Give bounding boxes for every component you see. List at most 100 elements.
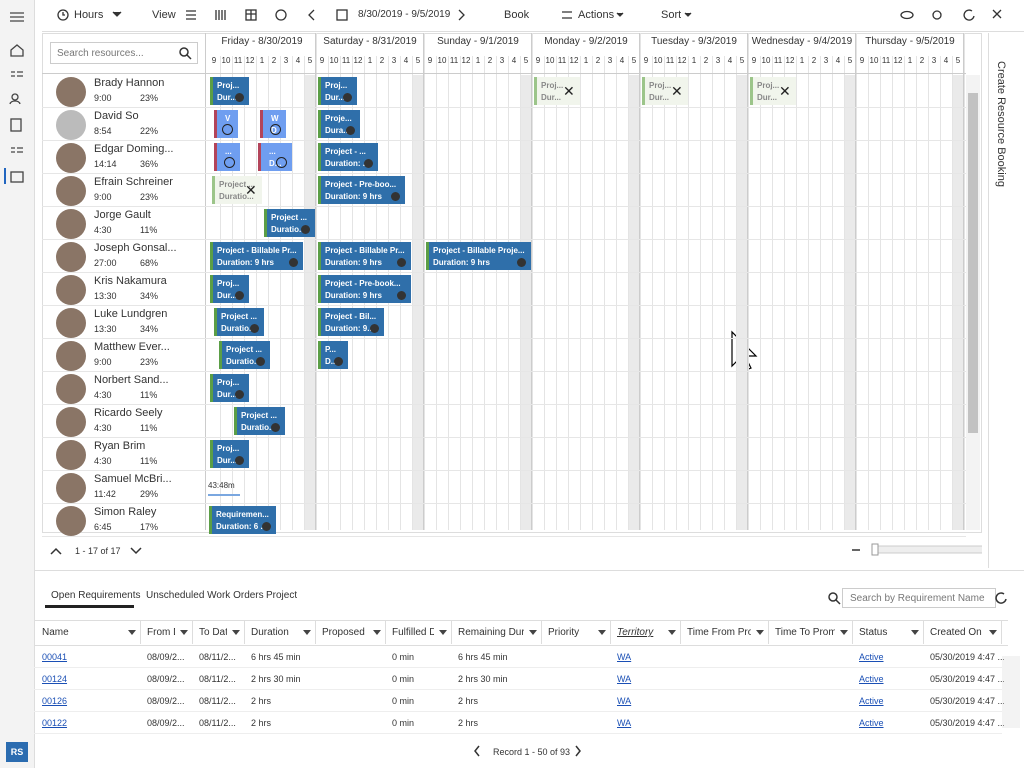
booking[interactable]: Proj... Dur... bbox=[210, 275, 249, 303]
status-dot bbox=[334, 357, 343, 366]
column-header[interactable]: Status bbox=[853, 621, 924, 644]
cell-link[interactable]: 00126 bbox=[42, 696, 68, 706]
resource-name[interactable]: Luke Lundgren bbox=[94, 308, 168, 320]
resource-name[interactable]: Simon Raley bbox=[94, 506, 157, 518]
resource-name[interactable]: David So bbox=[94, 110, 139, 122]
booking[interactable]: Proj... Dur... bbox=[210, 440, 249, 468]
table-scrollbar[interactable] bbox=[1002, 656, 1020, 728]
column-header[interactable]: From D bbox=[141, 621, 193, 644]
booking[interactable]: Proj... Dur... ✕ bbox=[534, 77, 580, 105]
cell-link[interactable]: 00124 bbox=[42, 674, 68, 684]
column-header[interactable]: Remaining Dur bbox=[452, 621, 542, 644]
column-header[interactable]: Territory bbox=[611, 621, 681, 644]
hour-label: 3 bbox=[499, 56, 505, 65]
booking[interactable]: Proje... Dura... bbox=[318, 110, 360, 138]
booking[interactable]: Project - Billable Proje... Duration: 9 h… bbox=[426, 242, 531, 270]
booking-text: Dur... bbox=[541, 93, 562, 102]
cell: 2 hrs bbox=[458, 718, 479, 728]
booking[interactable]: Proj... Dur... bbox=[318, 77, 357, 105]
hour-label: 4 bbox=[619, 56, 625, 65]
booking[interactable]: Project ... Duratio... ✕ bbox=[212, 176, 262, 204]
column-header[interactable]: Time From Pro... bbox=[681, 621, 769, 644]
resource-name[interactable]: Efrain Schreiner bbox=[94, 176, 173, 188]
cell-link[interactable]: WA bbox=[617, 718, 632, 728]
side-panel-title[interactable]: Create Resource Booking bbox=[995, 61, 1007, 187]
resource-name[interactable]: Norbert Sand... bbox=[94, 374, 169, 386]
booking[interactable]: Project - Billable Pr... Duration: 9 hrs bbox=[318, 242, 411, 270]
booking[interactable]: Project - Pre-boo... Duration: 9 hrs bbox=[318, 176, 405, 204]
booking-text: Duratio... bbox=[241, 423, 276, 432]
resource-name[interactable]: Ryan Brim bbox=[94, 440, 146, 452]
actions-button[interactable]: Actions bbox=[578, 9, 615, 21]
user-avatar[interactable]: RS bbox=[6, 742, 28, 762]
column-header[interactable]: To Dat bbox=[193, 621, 245, 644]
cell: 05/30/2019 4:47 ... bbox=[930, 696, 1004, 706]
booking[interactable]: Proj... Dur... ✕ bbox=[642, 77, 688, 105]
date-range[interactable]: 8/30/2019 - 9/5/2019 bbox=[358, 9, 451, 20]
column-header[interactable]: Fulfilled Du bbox=[386, 621, 452, 644]
tab[interactable]: Project bbox=[266, 590, 298, 601]
book-button[interactable]: Book bbox=[504, 9, 530, 21]
avatar bbox=[56, 374, 86, 404]
hour-line bbox=[568, 56, 569, 530]
booking[interactable]: Proj... Dur... bbox=[210, 77, 249, 105]
scroll-thumb[interactable] bbox=[968, 93, 978, 433]
booking[interactable]: Project ... Duratio... bbox=[264, 209, 315, 237]
booking[interactable]: Project - Billable Pr... Duration: 9 hrs bbox=[210, 242, 303, 270]
booking[interactable]: V bbox=[214, 110, 238, 138]
resource-name[interactable]: Ricardo Seely bbox=[94, 407, 163, 419]
resource-search[interactable]: Search resources... bbox=[50, 42, 198, 64]
day-header: Thursday - 9/5/2019 bbox=[865, 36, 955, 47]
column-header[interactable]: Name bbox=[36, 621, 141, 644]
booking[interactable]: Project - Pre-book... Duration: 9 hrs bbox=[318, 275, 411, 303]
column-header[interactable]: Time To Promis bbox=[769, 621, 853, 644]
resource-name[interactable]: Kris Nakamura bbox=[94, 275, 167, 287]
booking[interactable]: P... D... bbox=[318, 341, 348, 369]
resource-hours: 27:00 bbox=[94, 258, 117, 268]
resource-name[interactable]: Edgar Doming... bbox=[94, 143, 174, 155]
booking[interactable]: Project - Bil... Duration: 9... bbox=[318, 308, 384, 336]
cell-link[interactable]: Active bbox=[859, 718, 884, 728]
divider bbox=[34, 570, 1024, 571]
cell-link[interactable]: Active bbox=[859, 674, 884, 684]
column-header[interactable]: Created On bbox=[924, 621, 1002, 644]
booking[interactable]: Proj... Dur... ✕ bbox=[750, 77, 796, 105]
resource-name[interactable]: Samuel McBri... bbox=[94, 473, 172, 485]
booking[interactable]: Project ... Duratio... bbox=[214, 308, 264, 336]
cell-link[interactable]: Active bbox=[859, 696, 884, 706]
view-label: View bbox=[152, 9, 176, 21]
scrollbar[interactable] bbox=[966, 75, 980, 530]
cell-link[interactable]: 00041 bbox=[42, 652, 68, 662]
resource-hours: 9:00 bbox=[94, 357, 112, 367]
resource-name[interactable]: Joseph Gonsal... bbox=[94, 242, 177, 254]
resource-name[interactable]: Brady Hannon bbox=[94, 77, 165, 89]
hour-label: 10 bbox=[437, 56, 447, 65]
cell-link[interactable]: WA bbox=[617, 674, 632, 684]
tab[interactable]: Open Requirements bbox=[51, 590, 141, 601]
sort-button[interactable]: Sort bbox=[661, 9, 682, 21]
column-header[interactable]: Duration bbox=[245, 621, 316, 644]
column-header[interactable]: Priority bbox=[542, 621, 611, 644]
booking[interactable]: Project - ... Duration: ... bbox=[318, 143, 378, 171]
cell-link[interactable]: Active bbox=[859, 652, 884, 662]
resource-name[interactable]: Jorge Gault bbox=[94, 209, 151, 221]
cell-link[interactable]: 00122 bbox=[42, 718, 68, 728]
booking[interactable]: Project ... Duratio... bbox=[219, 341, 270, 369]
hour-line bbox=[688, 56, 689, 530]
booking[interactable]: Requiremen... Duration: 6 ... bbox=[209, 506, 276, 534]
booking[interactable]: Project ... Duratio... bbox=[234, 407, 285, 435]
cell-link[interactable]: WA bbox=[617, 696, 632, 706]
cell-link[interactable]: WA bbox=[617, 652, 632, 662]
tab[interactable]: Unscheduled Work Orders bbox=[146, 590, 264, 601]
booking[interactable]: ... D... bbox=[258, 143, 292, 171]
hour-line bbox=[508, 56, 509, 530]
column-header[interactable]: Proposed D bbox=[316, 621, 386, 644]
booking[interactable]: Proj... Dur... bbox=[210, 374, 249, 402]
scheduler: Search resources... bbox=[42, 33, 982, 533]
hour-line bbox=[832, 56, 833, 530]
resource-name[interactable]: Matthew Ever... bbox=[94, 341, 170, 353]
hour-line bbox=[820, 56, 821, 530]
hours-dropdown[interactable]: Hours bbox=[74, 9, 104, 21]
booking[interactable]: ... bbox=[214, 143, 240, 171]
